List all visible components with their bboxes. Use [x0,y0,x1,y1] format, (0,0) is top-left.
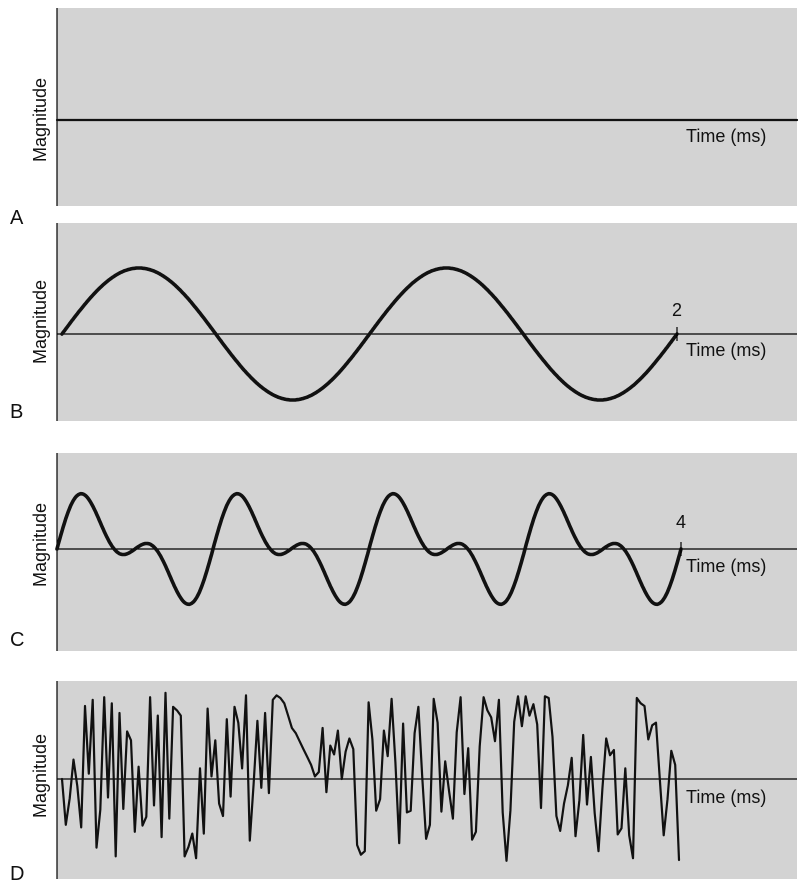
panel-d: Time (ms) Magnitude D [10,681,797,885]
panel-b-label: B [10,401,23,423]
panel-d-ylabel: Magnitude [30,734,50,818]
panel-b-background [57,223,797,421]
panel-c-label: C [10,629,24,651]
panel-a: Time (ms) Magnitude A [10,8,799,229]
panel-b-tick-label: 2 [672,300,682,320]
panel-b-xlabel: Time (ms) [686,340,766,360]
panel-a-ylabel: Magnitude [30,78,50,162]
panel-b-ylabel: Magnitude [30,280,50,364]
panel-c-ylabel: Magnitude [30,503,50,587]
panel-c-waveform [55,491,683,607]
panel-b: 2 Time (ms) Magnitude B [10,223,797,423]
panel-c: 4 Time (ms) Magnitude C [10,453,797,651]
panel-d-xlabel: Time (ms) [686,787,766,807]
panel-b-waveform [60,266,679,402]
panel-a-background [57,8,797,206]
panel-d-label: D [10,863,24,885]
panel-a-label: A [10,207,24,229]
panel-d-waveform [60,691,681,862]
panel-c-xlabel: Time (ms) [686,556,766,576]
panel-a-xlabel: Time (ms) [686,126,766,146]
panel-c-tick-label: 4 [676,512,686,532]
